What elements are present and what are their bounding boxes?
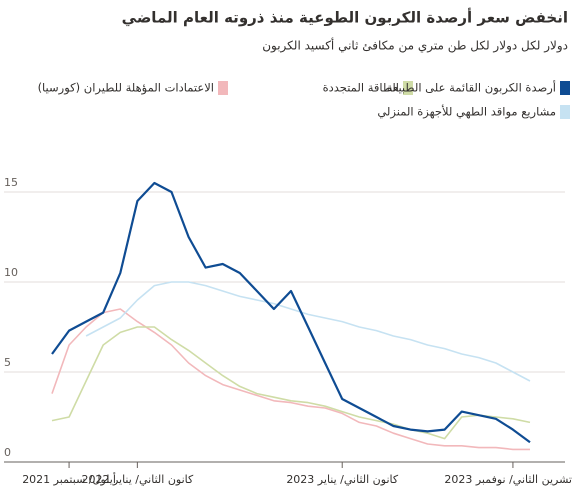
- legend-swatch: [560, 81, 570, 95]
- chart-subtitle: دولار لكل دولار لكل طن متري من مكافئ ثان…: [262, 38, 568, 54]
- legend-label: مشاريع مواقد الطهي للأجهزة المنزلي: [377, 105, 556, 120]
- legend-swatch: [560, 105, 570, 119]
- legend-label: الطاقة المتجددة: [323, 81, 399, 95]
- x-tick-label: كانون الثاني/ يناير 2023: [286, 473, 399, 486]
- x-tick-label: أيلول/ سبتمبر 2021: [22, 472, 116, 486]
- chart-title: انخفض سعر أرصدة الكربون الطوعية منذ ذروت…: [122, 8, 568, 27]
- legend-label: الاعتمادات المؤهلة للطيران (كورسيا): [38, 81, 214, 96]
- legend-label: أرصدة الكربون القائمة على الطبيعة: [387, 80, 556, 96]
- x-tick-label: تشرين الثاني/ نوفمبر 2023: [444, 473, 572, 486]
- legend-swatch: [218, 81, 228, 95]
- y-tick-label: 0: [4, 446, 11, 459]
- x-tick-label: كانون الثاني/ يناير 2022: [81, 473, 194, 486]
- series-line: [51, 308, 530, 451]
- series-line: [85, 281, 531, 382]
- series-line: [51, 326, 531, 440]
- y-tick-label: 5: [4, 356, 11, 369]
- series-line: [51, 181, 531, 444]
- legend-swatch: [403, 81, 413, 95]
- y-tick-label: 15: [4, 176, 18, 189]
- y-tick-label: 10: [4, 266, 18, 279]
